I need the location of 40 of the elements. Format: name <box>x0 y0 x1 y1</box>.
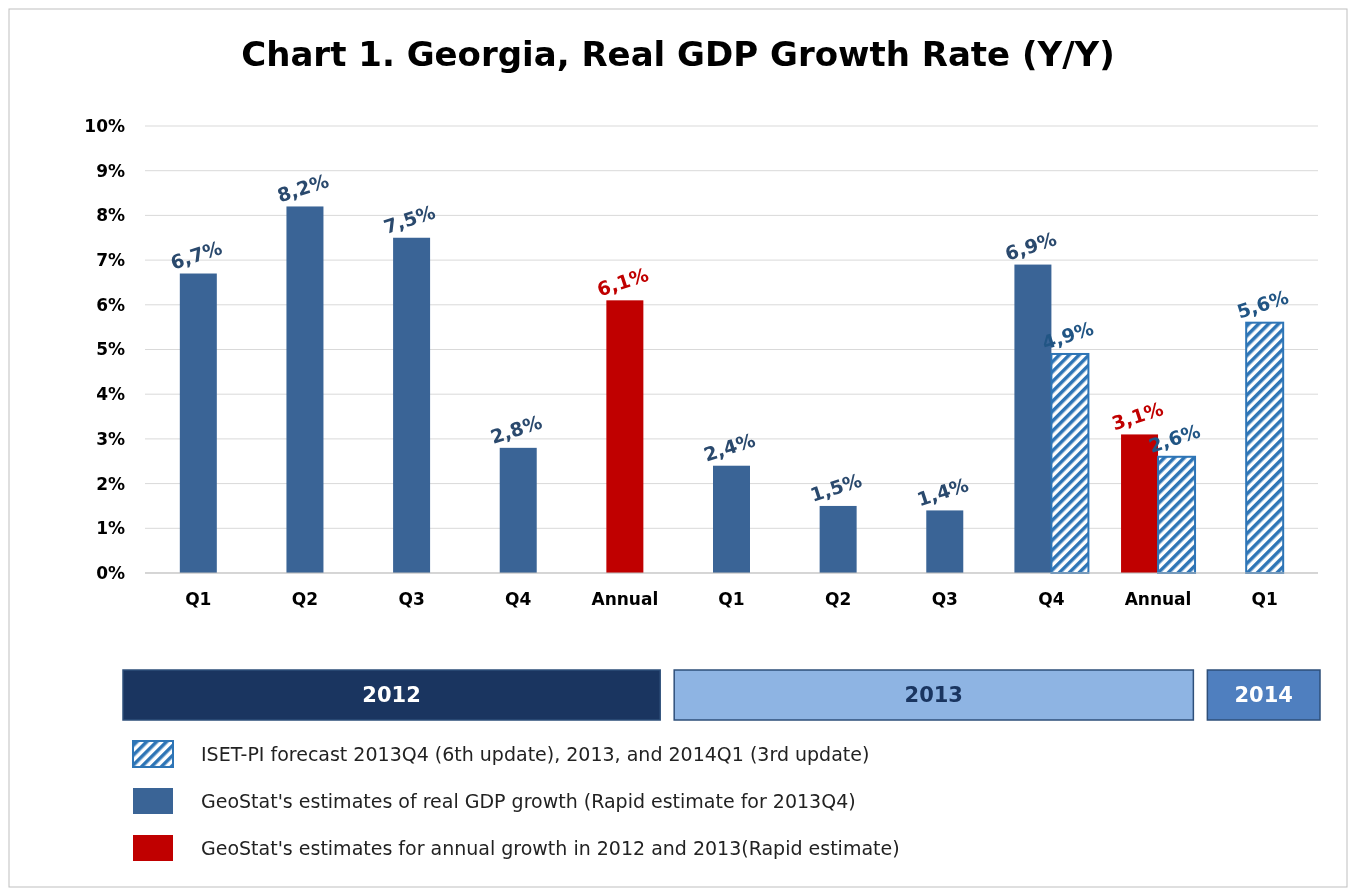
x-tick-label: Q2 <box>291 589 319 609</box>
y-tick-label: 5% <box>96 339 125 360</box>
y-tick-label: 4% <box>96 384 125 405</box>
y-tick-label: 1% <box>96 518 125 539</box>
text: 2012 <box>362 683 421 708</box>
data-label: 1,4% <box>914 473 972 511</box>
legend-label: ISET-PI forecast 2013Q4 (6th update), 2013, and 2014Q1 (3rd update) <box>201 742 870 765</box>
legend-label: GeoStat's estimates for annual growth in 2012 and 2013(Rapid estimate) <box>201 836 900 859</box>
x-tick-label: Q3 <box>931 589 958 609</box>
text: 2013 <box>904 683 963 708</box>
y-tick-label: 9% <box>96 160 125 181</box>
x-tick-label: Q1 <box>718 589 745 609</box>
data-label: 6,1% <box>594 263 652 301</box>
y-tick-label: 3% <box>96 428 125 449</box>
x-tick-label: Q1 <box>1251 589 1278 609</box>
data-label: 7,5% <box>380 200 438 238</box>
y-tick-label: 0% <box>96 562 125 583</box>
data-label: 1,5% <box>807 468 865 506</box>
data-label: 4,9% <box>1039 316 1097 354</box>
chart-title: Chart 1. Georgia, Real GDP Growth Rate (Y/Y) <box>241 34 1115 74</box>
data-label: 6,9% <box>1002 227 1060 265</box>
text: 2014 <box>1234 683 1293 708</box>
y-tick-label: 7% <box>96 250 125 271</box>
y-tick-label: 6% <box>96 294 125 315</box>
data-label: 5,6% <box>1234 285 1291 323</box>
x-tick-label: Annual <box>591 589 659 609</box>
x-tick-label: Q1 <box>185 589 212 609</box>
x-tick-label: Annual <box>1124 589 1192 609</box>
y-tick-label: 10% <box>84 115 125 136</box>
data-label: 2,8% <box>487 410 545 448</box>
data-label: 8,2% <box>274 169 332 207</box>
y-tick-label: 8% <box>96 205 125 226</box>
legend-label: GeoStat's estimates of real GDP growth (Rapid estimate for 2013Q4) <box>201 789 856 812</box>
y-tick-label: 2% <box>96 473 125 494</box>
x-tick-label: Q2 <box>825 589 852 609</box>
data-label: 2,4% <box>700 428 758 466</box>
x-tick-label: Q3 <box>398 589 425 609</box>
x-tick-label: Q4 <box>1038 589 1065 609</box>
x-tick-label: Q4 <box>505 589 532 609</box>
data-label: 6,7% <box>167 236 225 274</box>
